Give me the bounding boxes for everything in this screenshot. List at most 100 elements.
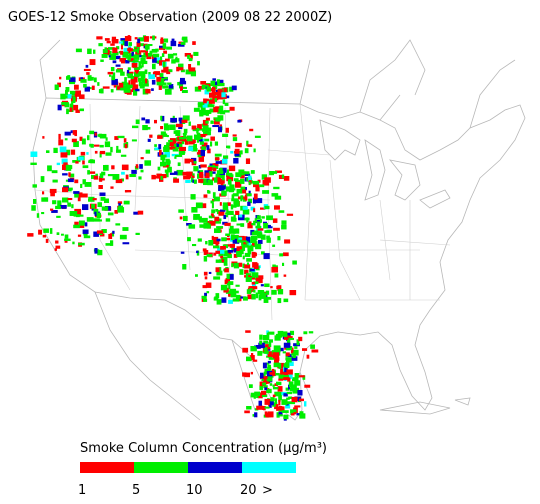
- smoke-pixel: [72, 100, 76, 104]
- smoke-pixel: [289, 290, 297, 296]
- smoke-pixel: [229, 174, 234, 178]
- smoke-pixel: [247, 262, 250, 266]
- smoke-pixel: [192, 244, 197, 247]
- smoke-pixel: [98, 43, 103, 47]
- smoke-pixel: [123, 200, 130, 205]
- smoke-pixel: [167, 82, 172, 85]
- smoke-pixel: [83, 83, 87, 88]
- smoke-pixel: [276, 357, 280, 361]
- smoke-pixel: [298, 336, 303, 342]
- smoke-pixel: [180, 42, 186, 45]
- smoke-pixel: [61, 95, 68, 99]
- smoke-pixel: [151, 79, 156, 85]
- smoke-pixel: [166, 46, 172, 50]
- smoke-pixel: [137, 210, 144, 215]
- smoke-pixel: [164, 76, 168, 80]
- smoke-pixel: [268, 357, 275, 360]
- smoke-pixel: [223, 110, 230, 113]
- smoke-pixel: [188, 121, 191, 126]
- smoke-pixel: [256, 395, 259, 399]
- smoke-pixel: [262, 382, 266, 386]
- smoke-pixel: [166, 135, 169, 138]
- smoke-pixel: [178, 117, 183, 122]
- smoke-pixel: [240, 172, 245, 179]
- smoke-pixel: [156, 80, 159, 86]
- smoke-pixel: [263, 335, 270, 341]
- smoke-pixel: [202, 217, 208, 223]
- smoke-pixel: [245, 241, 249, 244]
- smoke-pixel: [231, 234, 235, 241]
- legend-label: >: [262, 483, 273, 498]
- smoke-pixel: [118, 203, 121, 209]
- smoke-pixel: [70, 90, 77, 96]
- smoke-pixel: [183, 39, 188, 43]
- smoke-pixel: [275, 404, 279, 409]
- smoke-pixel: [269, 400, 274, 406]
- smoke-pixel: [244, 252, 251, 257]
- smoke-pixel: [228, 165, 236, 172]
- smoke-pixel: [213, 196, 220, 202]
- legend-swatch: [134, 462, 188, 473]
- smoke-pixel: [234, 148, 240, 155]
- smoke-pixel: [283, 274, 287, 277]
- smoke-pixel: [192, 41, 196, 45]
- smoke-pixel: [168, 84, 174, 89]
- smoke-pixel: [155, 60, 161, 64]
- smoke-pixel: [88, 76, 94, 81]
- smoke-pixel: [127, 76, 132, 79]
- smoke-pixel: [61, 158, 68, 164]
- smoke-pixel: [291, 413, 295, 416]
- smoke-pixel: [71, 101, 74, 105]
- smoke-pixel: [236, 223, 242, 226]
- smoke-pixel: [207, 127, 212, 132]
- smoke-pixel: [255, 186, 260, 192]
- smoke-pixel: [110, 186, 114, 189]
- smoke-pixel: [49, 188, 57, 194]
- smoke-pixel: [279, 414, 283, 417]
- smoke-pixel: [188, 140, 195, 145]
- smoke-pixel: [33, 199, 37, 204]
- smoke-pixel: [280, 392, 287, 396]
- smoke-pixel: [151, 54, 154, 60]
- smoke-pixel: [82, 229, 89, 234]
- smoke-pixel: [125, 174, 129, 180]
- smoke-pixel: [116, 145, 119, 151]
- smoke-pixel: [203, 271, 208, 276]
- smoke-pixel: [149, 134, 153, 138]
- smoke-pixel: [283, 335, 289, 340]
- smoke-pixel: [79, 214, 84, 217]
- smoke-pixel: [198, 165, 202, 169]
- smoke-pixel: [260, 207, 266, 210]
- smoke-pixel: [30, 162, 37, 166]
- smoke-pixel: [177, 162, 181, 167]
- smoke-pixel: [141, 50, 147, 53]
- smoke-pixel: [267, 375, 274, 378]
- smoke-pixel: [202, 138, 205, 142]
- smoke-pixel: [240, 186, 246, 191]
- smoke-pixel: [41, 212, 45, 215]
- smoke-pixel: [159, 45, 166, 48]
- smoke-pixel: [117, 135, 125, 139]
- smoke-pixel: [112, 47, 118, 53]
- smoke-pixel: [99, 133, 107, 139]
- smoke-pixel: [244, 217, 250, 221]
- smoke-pixel: [205, 120, 209, 124]
- smoke-pixel: [292, 260, 297, 265]
- smoke-pixel: [226, 210, 234, 216]
- smoke-pixel: [207, 179, 214, 186]
- smoke-pixel: [97, 82, 100, 86]
- smoke-pixel: [225, 127, 229, 133]
- legend-label: 20: [240, 483, 257, 498]
- smoke-pixel: [213, 276, 221, 280]
- smoke-pixel: [264, 406, 270, 409]
- smoke-pixel: [216, 79, 220, 83]
- smoke-pixel: [216, 94, 223, 100]
- smoke-pixel: [242, 244, 249, 248]
- smoke-pixel: [176, 66, 180, 72]
- smoke-pixel: [169, 172, 175, 175]
- smoke-pixel: [285, 362, 290, 368]
- smoke-pixel: [55, 240, 59, 244]
- smoke-pixel: [284, 239, 291, 244]
- smoke-pixel: [163, 146, 170, 152]
- smoke-pixel: [110, 67, 115, 72]
